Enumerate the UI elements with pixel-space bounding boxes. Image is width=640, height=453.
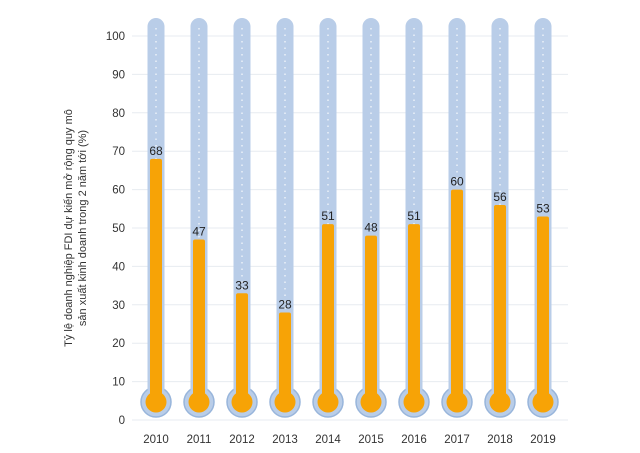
bar-2010 bbox=[150, 158, 162, 402]
data-label-2015: 48 bbox=[364, 221, 378, 235]
y-tick-label: 80 bbox=[112, 108, 125, 120]
x-tick-label: 2013 bbox=[272, 434, 298, 446]
thermometer-fills bbox=[145, 158, 554, 413]
y-tick-label: 60 bbox=[112, 185, 125, 197]
y-tick-label: 30 bbox=[112, 300, 125, 312]
y-tick-label: 20 bbox=[112, 338, 125, 350]
data-labels: 68 47 33 28 51 48 51 60 56 53 bbox=[149, 144, 550, 312]
data-label-2014: 51 bbox=[321, 209, 335, 223]
bar-2016 bbox=[408, 224, 420, 402]
y-tick-label: 90 bbox=[112, 69, 125, 81]
thermometer-bulb-fill bbox=[532, 391, 554, 413]
data-label-2011: 47 bbox=[192, 225, 206, 239]
bar-2011 bbox=[193, 239, 205, 402]
x-tick-label: 2018 bbox=[487, 434, 513, 446]
thermometer-bulb-fill bbox=[446, 391, 468, 413]
bar-2019 bbox=[537, 216, 549, 402]
y-axis-ticks: 0 10 20 30 40 50 60 70 80 90 100 bbox=[106, 31, 125, 427]
y-tick-label: 40 bbox=[112, 261, 125, 273]
thermometer-bulb-fill bbox=[231, 391, 253, 413]
bar-2017 bbox=[451, 189, 463, 402]
data-label-2010: 68 bbox=[149, 144, 163, 158]
data-label-2018: 56 bbox=[493, 190, 507, 204]
x-tick-label: 2010 bbox=[143, 434, 169, 446]
x-axis-ticks: 2010 2011 2012 2013 2014 2015 2016 2017 2018 2019 bbox=[143, 434, 556, 446]
y-tick-label: 0 bbox=[119, 415, 125, 427]
x-tick-label: 2012 bbox=[229, 434, 255, 446]
thermometer-bulb-fill bbox=[403, 391, 425, 413]
data-label-2017: 60 bbox=[450, 175, 464, 189]
thermometer-bulb-fill bbox=[489, 391, 511, 413]
y-tick-label: 70 bbox=[112, 146, 125, 158]
y-tick-label: 10 bbox=[112, 377, 125, 389]
thermometer-bulb-fill bbox=[145, 391, 167, 413]
thermometer-bulb-fill bbox=[188, 391, 210, 413]
data-label-2019: 53 bbox=[536, 201, 550, 215]
thermometer-bulb-fill bbox=[360, 391, 382, 413]
bar-2018 bbox=[494, 204, 506, 402]
bar-2015 bbox=[365, 235, 377, 402]
x-tick-label: 2014 bbox=[315, 434, 341, 446]
bar-2014 bbox=[322, 224, 334, 402]
thermometer-bulb-fill bbox=[274, 391, 296, 413]
y-axis-title-line-2: sản xuất kinh doanh trong 2 năm tới (%) bbox=[77, 130, 89, 326]
x-tick-label: 2015 bbox=[358, 434, 384, 446]
x-tick-label: 2016 bbox=[401, 434, 427, 446]
x-tick-label: 2019 bbox=[530, 434, 556, 446]
y-axis-title: Tỷ lệ doanh nghiệp FDI dự kiến mở rộng q… bbox=[63, 109, 89, 347]
bar-2013 bbox=[279, 312, 291, 402]
bar-2012 bbox=[236, 293, 248, 402]
thermometer-bulb-fill bbox=[317, 391, 339, 413]
y-tick-label: 50 bbox=[112, 223, 125, 235]
x-tick-label: 2011 bbox=[187, 434, 212, 446]
y-tick-label: 100 bbox=[106, 31, 125, 43]
data-label-2012: 33 bbox=[235, 278, 249, 292]
x-tick-label: 2017 bbox=[444, 434, 470, 446]
data-label-2016: 51 bbox=[407, 209, 421, 223]
data-label-2013: 28 bbox=[278, 297, 292, 311]
y-axis-title-line-1: Tỷ lệ doanh nghiệp FDI dự kiến mở rộng q… bbox=[63, 109, 75, 347]
